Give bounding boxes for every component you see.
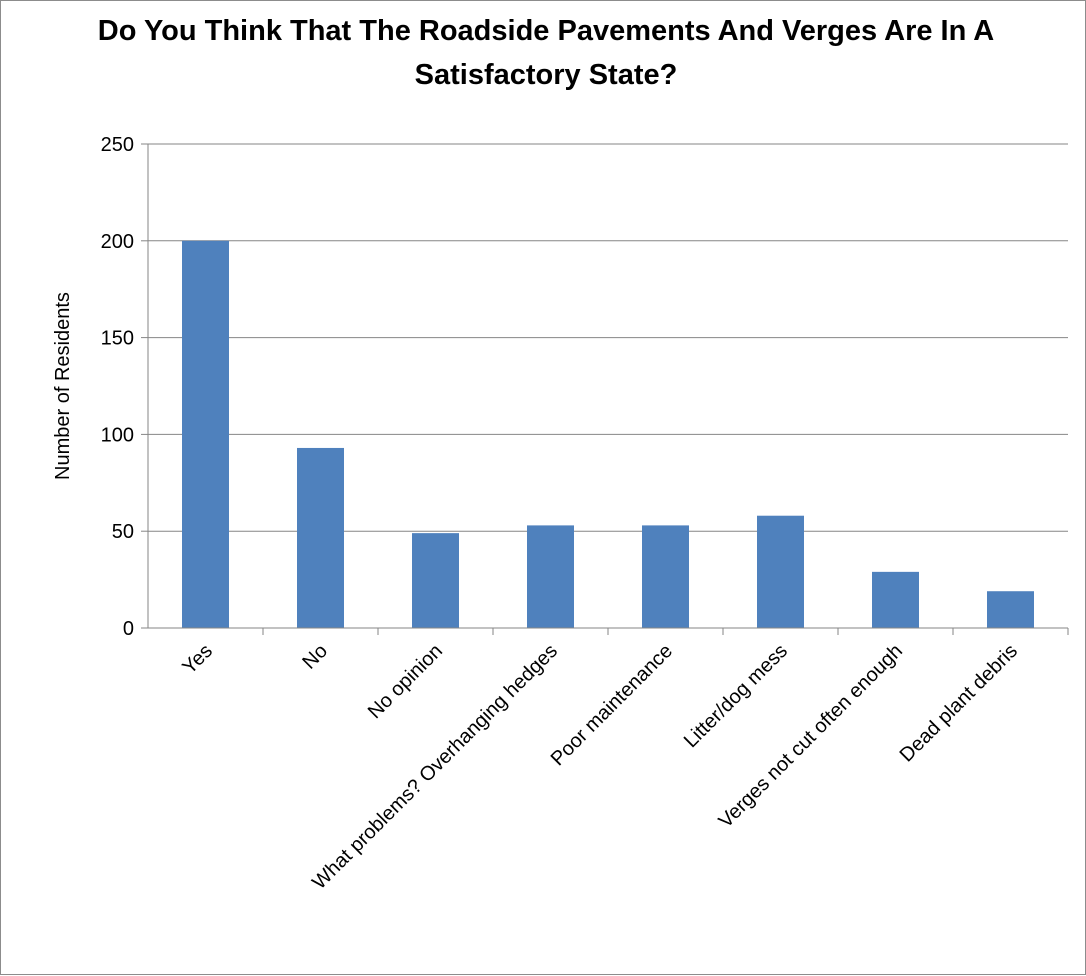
chart-title: Do You Think That The Roadside Pavements… (97, 15, 995, 91)
bar (527, 525, 574, 628)
x-tick-label: No (298, 640, 332, 674)
x-tick-label: Yes (178, 640, 217, 679)
y-tick-label: 100 (101, 424, 134, 446)
bar (412, 533, 459, 628)
bar (872, 571, 919, 628)
x-tick-label: Dead plant debris (896, 640, 1022, 766)
y-tick-label: 50 (112, 521, 134, 543)
y-tick-label: 250 (101, 134, 134, 156)
x-tick-label: What problems? Overhanging hedges (308, 640, 562, 894)
y-axis-title: Number of Residents (52, 292, 74, 480)
bar (297, 447, 344, 628)
y-tick-label: 0 (123, 618, 134, 640)
x-tick-label: Litter/dog mess (680, 640, 792, 752)
bar (182, 240, 229, 629)
x-tick-label: Verges not cut often enough (715, 640, 907, 832)
bar (642, 525, 689, 628)
x-tick-label: No opinion (364, 640, 447, 723)
bar (757, 515, 804, 628)
y-tick-label: 150 (101, 328, 134, 350)
bar (987, 591, 1034, 628)
x-tick-label: Poor maintenance (547, 640, 677, 770)
y-tick-label: 200 (101, 231, 134, 253)
